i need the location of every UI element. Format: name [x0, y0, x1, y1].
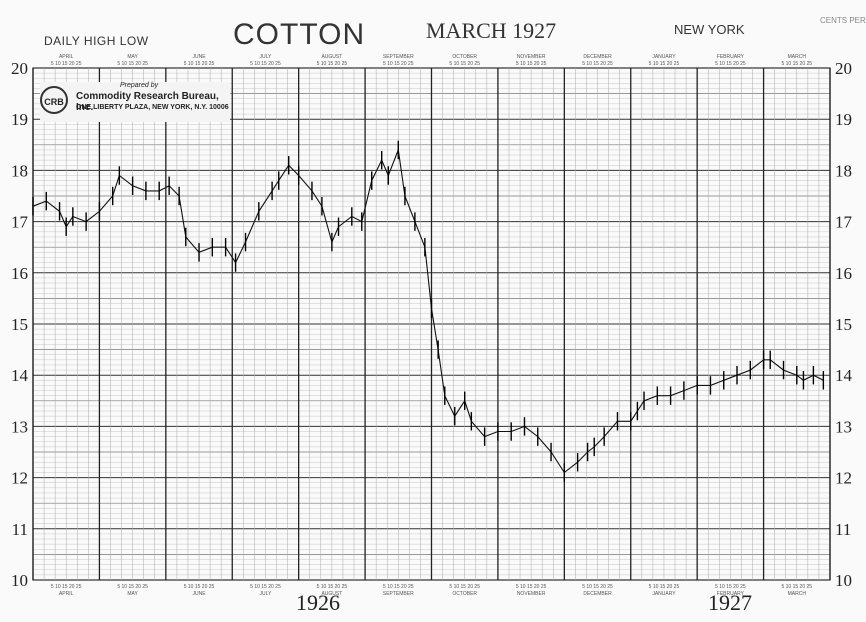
- y-tick-label-right: 19: [835, 110, 852, 129]
- month-label-top: OCTOBER: [452, 54, 477, 60]
- month-label-top: JUNE: [193, 54, 207, 60]
- y-tick-label-left: 10: [11, 571, 28, 590]
- month-label-bottom: AUGUST: [321, 591, 342, 597]
- day-ticks-bottom: 5 10 15 20 25: [117, 584, 148, 590]
- month-label-bottom: JUNE: [193, 591, 207, 597]
- month-label-top: MARCH: [788, 54, 807, 60]
- chart-title: COTTON: [233, 18, 366, 51]
- y-tick-label-right: 13: [835, 417, 852, 436]
- publisher-stamp: CRB Prepared by Commodity Research Burea…: [40, 82, 230, 122]
- year-label-1926: 1926: [296, 590, 340, 615]
- day-ticks-bottom: 5 10 15 20 25: [582, 584, 613, 590]
- day-ticks-top: 5 10 15 20 25: [516, 61, 547, 67]
- y-tick-label-left: 18: [11, 161, 28, 180]
- year-label-1927: 1927: [708, 590, 752, 615]
- y-tick-label-left: 17: [11, 213, 29, 232]
- y-tick-label-right: 10: [835, 571, 852, 590]
- month-label-top: NOVEMBER: [517, 54, 546, 60]
- month-label-bottom: APRIL: [59, 591, 74, 597]
- day-ticks-bottom: 5 10 15 20 25: [317, 584, 348, 590]
- day-ticks-bottom: 5 10 15 20 25: [649, 584, 680, 590]
- y-tick-label-right: 17: [835, 213, 853, 232]
- y-tick-label-left: 19: [11, 110, 28, 129]
- day-ticks-top: 5 10 15 20 25: [184, 61, 215, 67]
- month-label-top: DECEMBER: [583, 54, 612, 60]
- day-ticks-top: 5 10 15 20 25: [582, 61, 613, 67]
- month-label-top: FEBRUARY: [717, 54, 745, 60]
- y-tick-label-right: 12: [835, 469, 852, 488]
- month-label-bottom: FEBRUARY: [717, 591, 745, 597]
- month-label-bottom: OCTOBER: [452, 591, 477, 597]
- chart-date: MARCH 1927: [426, 18, 557, 43]
- y-tick-label-right: 11: [835, 520, 851, 539]
- y-tick-label-left: 11: [12, 520, 28, 539]
- month-label-bottom: NOVEMBER: [517, 591, 546, 597]
- y-tick-label-left: 14: [11, 366, 29, 385]
- day-ticks-bottom: 5 10 15 20 25: [51, 584, 82, 590]
- y-tick-label-left: 16: [11, 264, 28, 283]
- day-ticks-bottom: 5 10 15 20 25: [449, 584, 480, 590]
- day-ticks-bottom: 5 10 15 20 25: [781, 584, 812, 590]
- month-label-top: MAY: [127, 54, 138, 60]
- y-tick-label-left: 13: [11, 417, 28, 436]
- y-tick-label-right: 20: [835, 59, 852, 78]
- day-ticks-top: 5 10 15 20 25: [117, 61, 148, 67]
- price-line: [32, 147, 824, 474]
- y-tick-label-left: 20: [11, 59, 28, 78]
- month-label-bottom: JANUARY: [652, 591, 676, 597]
- month-label-top: JULY: [260, 54, 273, 60]
- y-tick-label-right: 18: [835, 161, 852, 180]
- month-label-top: JANUARY: [652, 54, 676, 60]
- y-tick-label-right: 15: [835, 315, 852, 334]
- month-label-bottom: MARCH: [788, 591, 807, 597]
- day-ticks-top: 5 10 15 20 25: [250, 61, 281, 67]
- month-label-top: AUGUST: [321, 54, 342, 60]
- y-tick-label-right: 16: [835, 264, 852, 283]
- day-ticks-bottom: 5 10 15 20 25: [184, 584, 215, 590]
- month-label-bottom: MAY: [127, 591, 138, 597]
- day-ticks-bottom: 5 10 15 20 25: [715, 584, 746, 590]
- month-label-top: SEPTEMBER: [383, 54, 414, 60]
- month-label-bottom: SEPTEMBER: [383, 591, 414, 597]
- day-ticks-top: 5 10 15 20 25: [383, 61, 414, 67]
- y-tick-label-right: 14: [835, 366, 853, 385]
- day-ticks-top: 5 10 15 20 25: [781, 61, 812, 67]
- chart-city: NEW YORK: [674, 22, 745, 37]
- publisher-address: ONE LIBERTY PLAZA, NEW YORK, N.Y. 10006: [76, 104, 229, 111]
- month-label-top: APRIL: [59, 54, 74, 60]
- prepared-by-label: Prepared by: [120, 82, 159, 89]
- day-ticks-top: 5 10 15 20 25: [317, 61, 348, 67]
- day-ticks-bottom: 5 10 15 20 25: [516, 584, 547, 590]
- day-ticks-bottom: 5 10 15 20 25: [250, 584, 281, 590]
- publisher-name: Commodity Research Bureau, Inc.: [76, 91, 219, 113]
- chart-subtitle: DAILY HIGH LOW: [44, 34, 149, 48]
- y-tick-label-left: 12: [11, 469, 28, 488]
- day-ticks-bottom: 5 10 15 20 25: [383, 584, 414, 590]
- day-ticks-top: 5 10 15 20 25: [449, 61, 480, 67]
- day-ticks-top: 5 10 15 20 25: [715, 61, 746, 67]
- month-label-bottom: JULY: [260, 591, 273, 597]
- day-ticks-top: 5 10 15 20 25: [51, 61, 82, 67]
- day-ticks-top: 5 10 15 20 25: [649, 61, 680, 67]
- crb-logo-icon: CRB: [40, 86, 68, 114]
- y-tick-label-left: 15: [11, 315, 28, 334]
- unit-label: CENTS PER POUND: [820, 16, 866, 25]
- month-label-bottom: DECEMBER: [583, 591, 612, 597]
